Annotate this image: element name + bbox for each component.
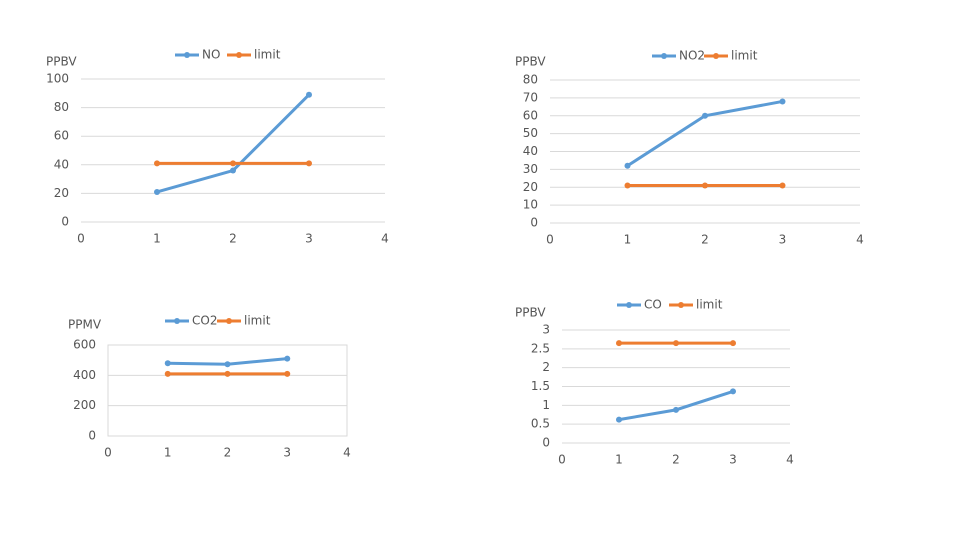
y-tick-label: 70: [523, 90, 538, 104]
legend-label: limit: [731, 49, 758, 63]
x-tick-label: 0: [77, 232, 85, 246]
x-tick-label: 4: [856, 233, 864, 247]
x-tick-label: 2: [229, 232, 237, 246]
legend-label: limit: [254, 48, 281, 62]
x-tick-label: 3: [283, 446, 291, 460]
x-tick-label: 0: [546, 233, 554, 247]
legend-label: CO2: [192, 314, 217, 328]
legend-label: CO: [644, 298, 662, 312]
data-point: [230, 167, 236, 174]
legend-marker: [661, 53, 667, 59]
legend-label: limit: [244, 314, 271, 328]
x-tick-label: 3: [305, 232, 313, 246]
y-tick-label: 60: [54, 129, 69, 143]
y-tick-label: 200: [73, 398, 96, 412]
y-tick-label: 0: [530, 216, 538, 230]
legend-marker: [678, 302, 684, 308]
x-tick-label: 1: [615, 453, 623, 467]
legend-label: NO2: [679, 49, 705, 63]
series-line: [156, 93, 311, 194]
legend-label: limit: [696, 298, 723, 312]
x-tick-label: 1: [164, 446, 172, 460]
data-point: [164, 360, 171, 367]
y-tick-label: 400: [73, 368, 96, 382]
data-point: [779, 182, 786, 189]
x-tick-label: 4: [786, 453, 794, 467]
data-point: [224, 370, 231, 377]
data-point: [284, 355, 291, 362]
data-point: [730, 340, 736, 347]
x-tick-label: 4: [381, 232, 389, 246]
x-tick-label: 3: [779, 233, 787, 247]
x-tick-label: 4: [343, 446, 351, 460]
data-point: [284, 370, 291, 377]
data-point: [702, 112, 708, 119]
data-point: [702, 182, 708, 189]
data-point: [616, 340, 622, 347]
legend-marker: [226, 318, 232, 324]
data-point: [224, 361, 231, 368]
legend-marker: [236, 52, 242, 58]
x-tick-label: 1: [153, 232, 161, 246]
data-point: [779, 98, 786, 105]
y-tick-label: 0: [88, 429, 96, 443]
data-point: [730, 388, 736, 395]
y-tick-label: 60: [523, 108, 538, 122]
y-tick-label: 40: [54, 157, 69, 171]
y-tick-label: 40: [523, 144, 538, 158]
y-tick-label: 2: [542, 360, 550, 374]
data-point: [673, 406, 679, 413]
x-tick-label: 0: [104, 446, 112, 460]
y-tick-label: 600: [73, 338, 96, 352]
y-tick-label: 30: [523, 162, 538, 176]
data-point: [154, 160, 160, 167]
legend-marker: [184, 52, 190, 58]
y-axis-label: PPBV: [46, 55, 77, 69]
x-tick-label: 3: [729, 453, 737, 467]
y-tick-label: 50: [523, 126, 538, 140]
y-tick-label: 0: [61, 215, 69, 229]
y-tick-label: 20: [54, 186, 69, 200]
y-tick-label: 20: [523, 180, 538, 194]
y-tick-label: 1.5: [531, 379, 550, 393]
x-tick-label: 2: [701, 233, 709, 247]
legend-label: NO: [202, 48, 220, 62]
x-tick-label: 2: [224, 446, 232, 460]
y-tick-label: 3: [542, 323, 550, 337]
data-point: [616, 416, 622, 423]
y-tick-label: 10: [523, 198, 538, 212]
y-tick-label: 1: [542, 398, 550, 412]
y-tick-label: 80: [523, 73, 538, 87]
y-tick-label: 0: [542, 436, 550, 450]
y-tick-label: 100: [46, 72, 69, 86]
data-point: [306, 91, 312, 98]
data-point: [154, 188, 160, 195]
y-tick-label: 2.5: [531, 341, 550, 355]
data-point: [230, 160, 236, 167]
x-tick-label: 0: [558, 453, 566, 467]
legend-marker: [626, 302, 632, 308]
plot-border: [107, 344, 348, 437]
y-axis-label: PPMV: [68, 318, 102, 332]
data-point: [673, 340, 679, 347]
data-point: [624, 162, 631, 169]
y-axis-label: PPBV: [515, 55, 546, 69]
data-point: [164, 370, 171, 377]
y-tick-label: 80: [54, 100, 69, 114]
legend-marker: [713, 53, 719, 59]
data-point: [624, 182, 631, 189]
y-tick-label: 0.5: [531, 417, 550, 431]
data-point: [306, 160, 312, 167]
x-tick-label: 1: [624, 233, 632, 247]
legend-marker: [174, 318, 180, 324]
y-axis-label: PPBV: [515, 306, 546, 320]
x-tick-label: 2: [672, 453, 680, 467]
